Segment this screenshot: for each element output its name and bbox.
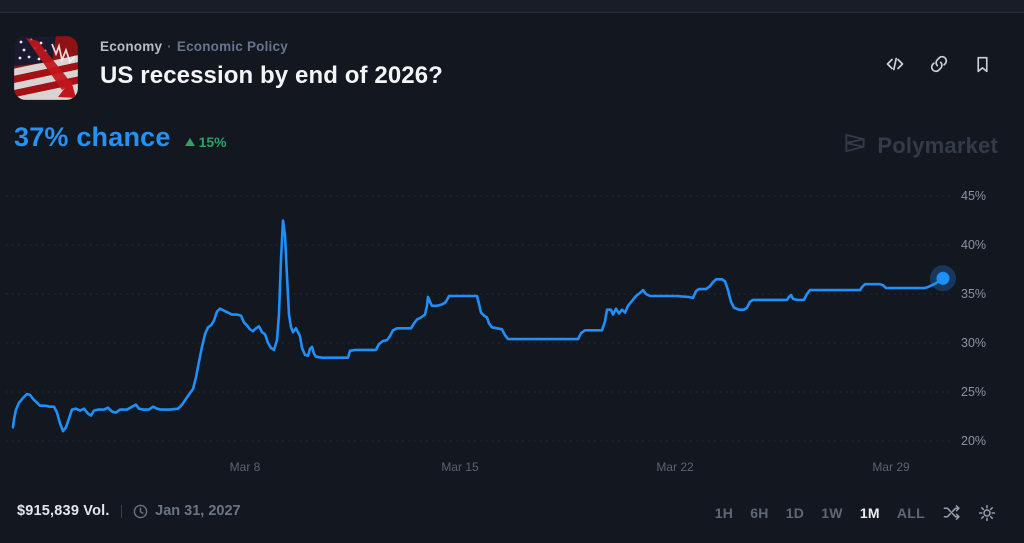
x-tick-label: Mar 15 xyxy=(441,460,479,474)
probability-row: 37% chance 15% xyxy=(14,122,227,153)
up-triangle-icon xyxy=(184,138,195,146)
top-border xyxy=(0,0,1024,13)
settings-gear-icon[interactable] xyxy=(978,504,996,522)
range-button-1m[interactable]: 1M xyxy=(859,504,880,521)
breadcrumb: Economy · Economic Policy xyxy=(100,39,288,54)
embed-icon[interactable] xyxy=(885,54,905,74)
range-button-6h[interactable]: 6H xyxy=(750,504,769,521)
range-button-1h[interactable]: 1H xyxy=(714,504,734,521)
x-tick-label: Mar 22 xyxy=(656,460,694,474)
footer-meta: $915,839 Vol. Jan 31, 2027 xyxy=(17,503,241,519)
end-date: Jan 31, 2027 xyxy=(133,503,241,519)
polymarket-wordmark: Polymarket xyxy=(877,133,998,158)
y-tick-label: 40% xyxy=(961,238,987,252)
probability-change: 15% xyxy=(184,134,227,150)
current-point-dot xyxy=(936,271,950,285)
breadcrumb-subcategory[interactable]: Economic Policy xyxy=(176,39,288,54)
y-tick-label: 45% xyxy=(961,189,987,203)
chart-gridlines xyxy=(6,195,954,442)
price-line xyxy=(11,219,945,433)
bookmark-icon[interactable] xyxy=(973,55,992,74)
us-flag-crash-image xyxy=(14,36,78,100)
y-tick-label: 35% xyxy=(961,287,987,301)
market-avatar xyxy=(14,36,78,100)
breadcrumb-separator: · xyxy=(167,39,172,54)
y-tick-label: 20% xyxy=(961,434,987,448)
y-tick-label: 25% xyxy=(961,385,987,399)
probability-change-value: 15% xyxy=(198,134,227,150)
polymarket-logo-icon xyxy=(842,130,868,162)
x-tick-label: Mar 8 xyxy=(229,460,261,474)
chart-controls: 1H 6H 1D 1W 1M ALL xyxy=(715,503,996,522)
range-button-1w[interactable]: 1W xyxy=(821,504,843,521)
copy-link-icon[interactable] xyxy=(929,54,949,74)
footer-divider xyxy=(120,504,123,518)
probability-value: 37% chance xyxy=(14,122,171,152)
breadcrumb-category[interactable]: Economy xyxy=(100,39,163,54)
clock-icon xyxy=(133,504,148,518)
market-title: US recession by end of 2026? xyxy=(100,62,443,89)
y-tick-label: 30% xyxy=(961,336,987,350)
end-date-label: Jan 31, 2027 xyxy=(155,503,241,519)
polymarket-watermark: Polymarket xyxy=(842,130,998,162)
range-button-all[interactable]: ALL xyxy=(896,504,925,521)
volume-label: $915,839 Vol. xyxy=(17,503,110,519)
range-button-1d[interactable]: 1D xyxy=(785,504,805,521)
header-actions xyxy=(885,54,992,74)
shuffle-icon[interactable] xyxy=(942,503,961,522)
x-tick-label: Mar 29 xyxy=(872,460,910,474)
